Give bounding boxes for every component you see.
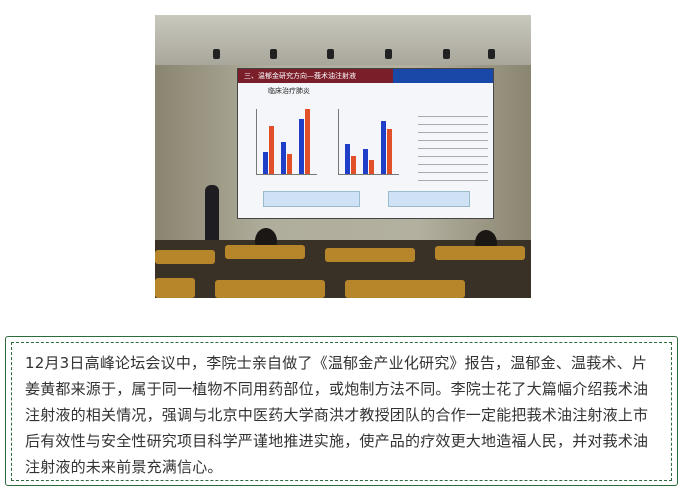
slide-note-left [263,191,360,207]
slide-title: 三、温郁金研究方向—莪术油注射液 [238,69,394,83]
slide-logo [393,69,493,83]
speaker [205,185,219,245]
conference-photo: 三、温郁金研究方向—莪术油注射液 临床治疗肺炎 [155,15,531,298]
slide-chart-right [338,109,399,175]
caption-box [5,336,678,486]
caption-dashed-border [11,342,672,481]
slide-note-right [388,191,470,207]
ceiling [155,15,531,65]
projection-screen: 三、温郁金研究方向—莪术油注射液 临床治疗肺炎 [237,68,494,219]
audience-seats [155,228,531,298]
slide-chart-left [256,109,317,175]
caption-text: 12月3日高峰论坛会议中，李院士亲自做了《温郁金产业化研究》报告，温郁金、温莪术… [25,354,649,476]
slide-table [418,109,488,184]
slide-subtitle: 临床治疗肺炎 [268,87,310,95]
